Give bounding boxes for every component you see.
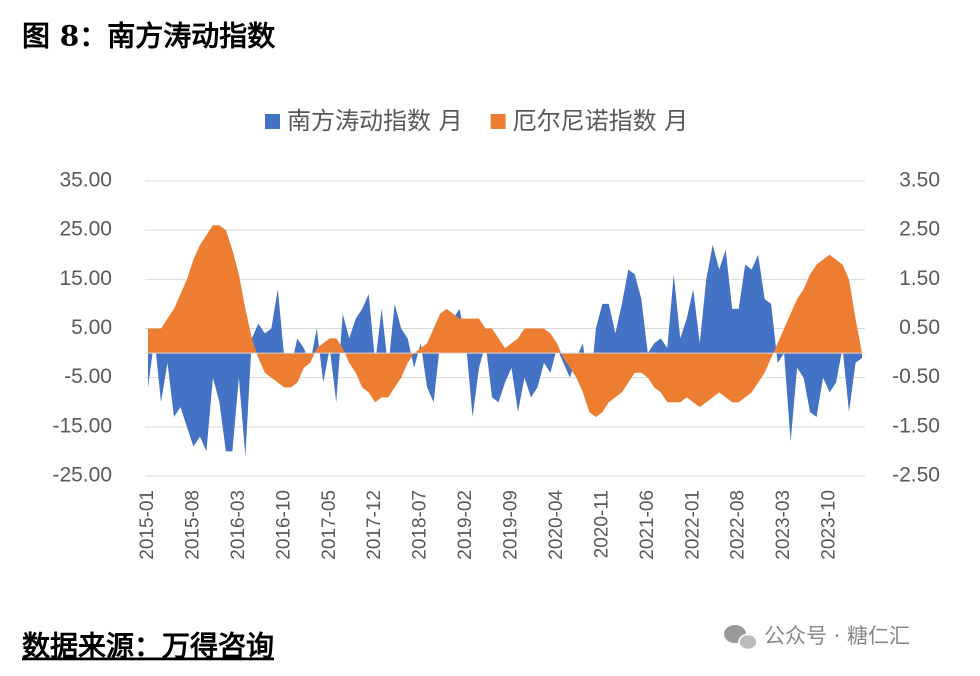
x-tick-label: 2018-07 (410, 490, 431, 560)
x-tick-label: 2015-01 (137, 490, 158, 560)
y-tick-label: 15.00 (59, 267, 112, 290)
area (148, 244, 862, 457)
x-tick-label: 2019-02 (455, 490, 476, 560)
legend-swatch (490, 114, 506, 129)
chart-title: 图 8：南方涛动指数 (22, 20, 276, 53)
y-tick-label: 35.00 (59, 169, 112, 192)
x-tick-label: 2017-05 (319, 490, 340, 560)
legend-label: 厄尔尼诺指数 月 (513, 107, 689, 135)
x-tick-label: 2019-09 (501, 490, 522, 560)
y-tick-label: -5.00 (64, 365, 112, 388)
legend-label: 南方涛动指数 月 (287, 107, 463, 135)
y2-tick-label: -1.50 (892, 414, 940, 437)
y2-tick-label: 1.50 (899, 267, 940, 290)
x-tick-label: 2023-10 (819, 490, 840, 560)
wechat-icon (724, 625, 758, 651)
legend-swatch (265, 114, 280, 129)
x-tick-label: 2020-11 (591, 490, 612, 558)
y2-tick-label: 0.50 (899, 316, 940, 339)
y2-tick-label: 2.50 (899, 218, 940, 241)
watermark: 公众号 · 糖仁汇 (764, 624, 910, 648)
y-tick-label: -15.00 (52, 414, 112, 437)
y-tick-label: -25.00 (52, 464, 112, 487)
y-tick-label: 5.00 (71, 316, 112, 339)
y2-tick-label: -2.50 (892, 464, 940, 487)
y2-tick-label: -0.50 (892, 365, 940, 388)
y-tick-label: 25.00 (59, 218, 112, 241)
x-tick-label: 2020-04 (546, 490, 567, 560)
x-tick-label: 2023-03 (773, 490, 794, 560)
x-tick-label: 2022-01 (682, 490, 703, 560)
x-tick-label: 2016-10 (273, 490, 294, 560)
x-tick-label: 2022-08 (728, 490, 749, 560)
source: 数据来源：万得咨询 (22, 630, 274, 663)
x-tick-label: 2015-08 (182, 490, 203, 560)
y2-tick-label: 3.50 (899, 169, 940, 192)
area (148, 225, 862, 417)
x-tick-label: 2016-03 (228, 490, 249, 560)
x-tick-label: 2017-12 (364, 490, 385, 560)
x-tick-label: 2021-06 (637, 490, 658, 560)
